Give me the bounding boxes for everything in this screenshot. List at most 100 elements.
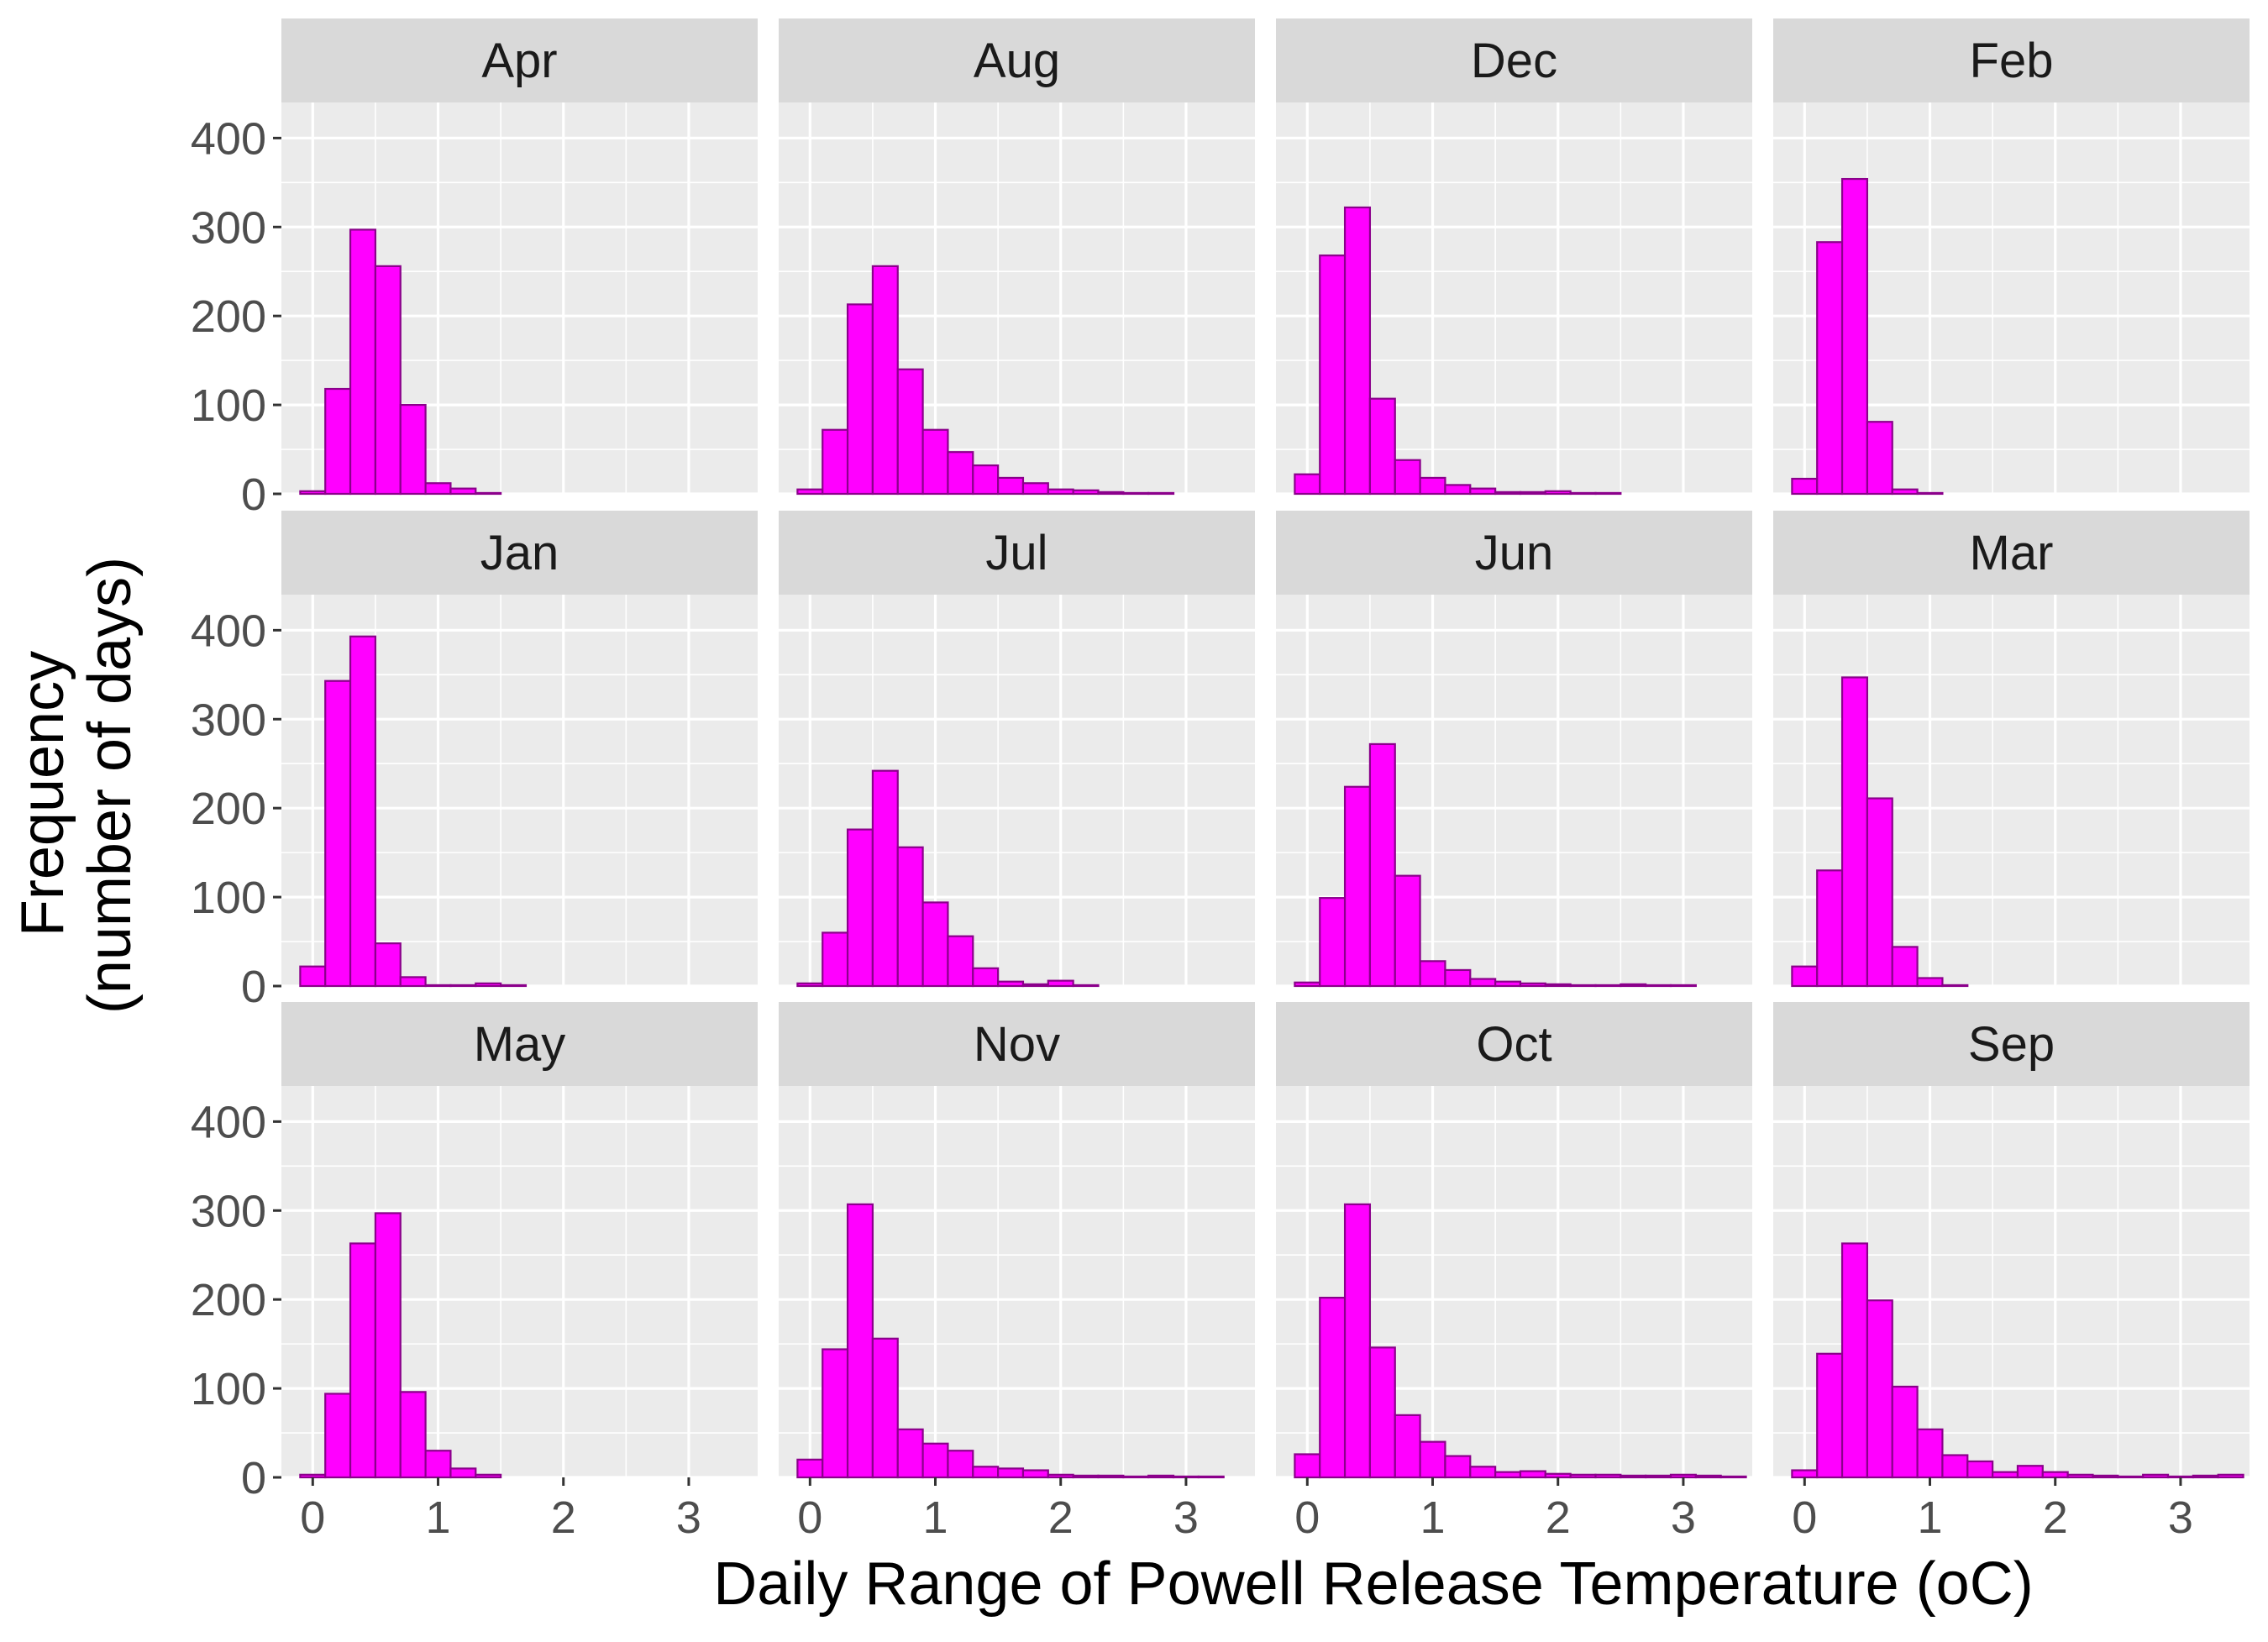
histogram-bar [1368,397,1396,496]
histogram-bar [1866,421,1893,496]
histogram-bar [1097,1474,1125,1479]
histogram-bar [349,228,377,496]
x-tick-label: 0 [1792,1492,1817,1543]
facet-strip [281,1002,758,1086]
histogram-bar [1394,874,1421,988]
x-tick-label: 2 [551,1492,576,1543]
histogram-bar [1594,1473,1622,1479]
x-tick-label: 2 [2043,1492,2068,1543]
histogram-bar [324,1393,352,1479]
y-tick-label: 300 [191,695,266,745]
histogram-bar [399,403,427,496]
histogram-bar [449,1467,477,1479]
histogram-bar [1147,491,1175,496]
histogram-bar [349,1242,377,1479]
histogram-bar [921,901,949,988]
histogram-bar [1866,797,1893,988]
histogram-bar [1122,491,1150,496]
histogram-bar [896,846,924,988]
histogram-bar [1394,459,1421,496]
histogram-bar [846,828,874,988]
x-tick-label: 3 [1671,1492,1696,1543]
histogram-bar [1469,1466,1497,1479]
histogram-bar [1294,1453,1321,1479]
y-tick-label: 100 [191,380,266,431]
histogram-bar [1620,983,1647,988]
histogram-bar [1791,965,1819,988]
facet-strip [1773,18,2250,102]
panel-may: May [281,1002,758,1479]
x-tick-label: 2 [1546,1492,1571,1543]
y-tick-label: 400 [191,606,266,656]
histogram-bar [871,769,899,988]
histogram-bar [1544,1472,1572,1479]
facet-strip [1276,1002,1752,1086]
panel-nov: Nov [779,1002,1255,1479]
histogram-bar [1694,1474,1722,1479]
x-tick-label: 3 [2168,1492,2193,1543]
histogram-bar [997,1467,1025,1479]
histogram-bar [796,1458,824,1479]
histogram-bar [1992,1471,2019,1479]
y-tick-label: 200 [191,1275,266,1325]
y-tick-label: 0 [241,470,266,520]
facet-strip [1773,1002,2250,1086]
y-tick-label: 100 [191,873,266,923]
histogram-bar [449,984,477,988]
panel-aug: Aug [779,18,1255,496]
histogram-bar [2041,1471,2069,1479]
histogram-bar [1444,484,1472,496]
x-axis-title: Daily Range of Powell Release Temperatur… [713,1550,2033,1618]
histogram-bar [500,984,528,988]
histogram-bar [1519,491,1546,496]
histogram-bar [1519,982,1546,988]
panel-jun: Jun [1276,511,1752,988]
histogram-bar [1840,676,1869,988]
histogram-bar [1816,1352,1844,1479]
histogram-bar [1791,477,1819,496]
histogram-bar [1620,1474,1647,1479]
histogram-bar [1669,1473,1697,1479]
histogram-bar [871,1337,899,1479]
y-tick-label: 400 [191,113,266,164]
histogram-bar [1021,1469,1049,1479]
panel-apr: Apr [281,18,758,496]
histogram-bar [1419,1440,1446,1479]
histogram-bar [1368,1346,1396,1479]
histogram-bar [846,1203,874,1479]
x-tick-label: 2 [1048,1492,1074,1543]
y-tick-label: 0 [241,962,266,1012]
x-tick-label: 1 [1917,1492,1942,1543]
facet-strip [779,18,1255,102]
histogram-bar [1494,980,1522,988]
panel-feb: Feb [1773,18,2250,496]
histogram-bar [2217,1473,2244,1479]
histogram-bar [1645,1474,1672,1479]
facet-strip-label: Apr [481,34,557,88]
histogram-bar [1294,473,1321,496]
histogram-bar [349,635,377,988]
histogram-bar [374,1212,402,1479]
histogram-bar [1916,1428,1944,1479]
x-tick-label: 1 [425,1492,450,1543]
histogram-bar [796,982,824,988]
facet-strip-label: Dec [1471,34,1557,88]
histogram-bar [1544,983,1572,988]
facet-strip-label: Jan [480,526,559,580]
histogram-bar [424,1450,452,1479]
axes-layer: 0100200300400010020030040001002003004000… [191,113,2193,1543]
histogram-bar [399,1391,427,1479]
histogram-bar [1840,1242,1869,1479]
histogram-bar [1840,177,1869,496]
histogram-bar [1072,1474,1100,1479]
histogram-bar [1147,1474,1175,1479]
histogram-bar [1343,206,1372,496]
histogram-bar [1047,488,1074,496]
x-tick-label: 3 [676,1492,701,1543]
histogram-bar [1891,488,1919,496]
histogram-bar [921,428,949,496]
facet-strip [281,511,758,595]
panel-jan: Jan [281,511,758,988]
